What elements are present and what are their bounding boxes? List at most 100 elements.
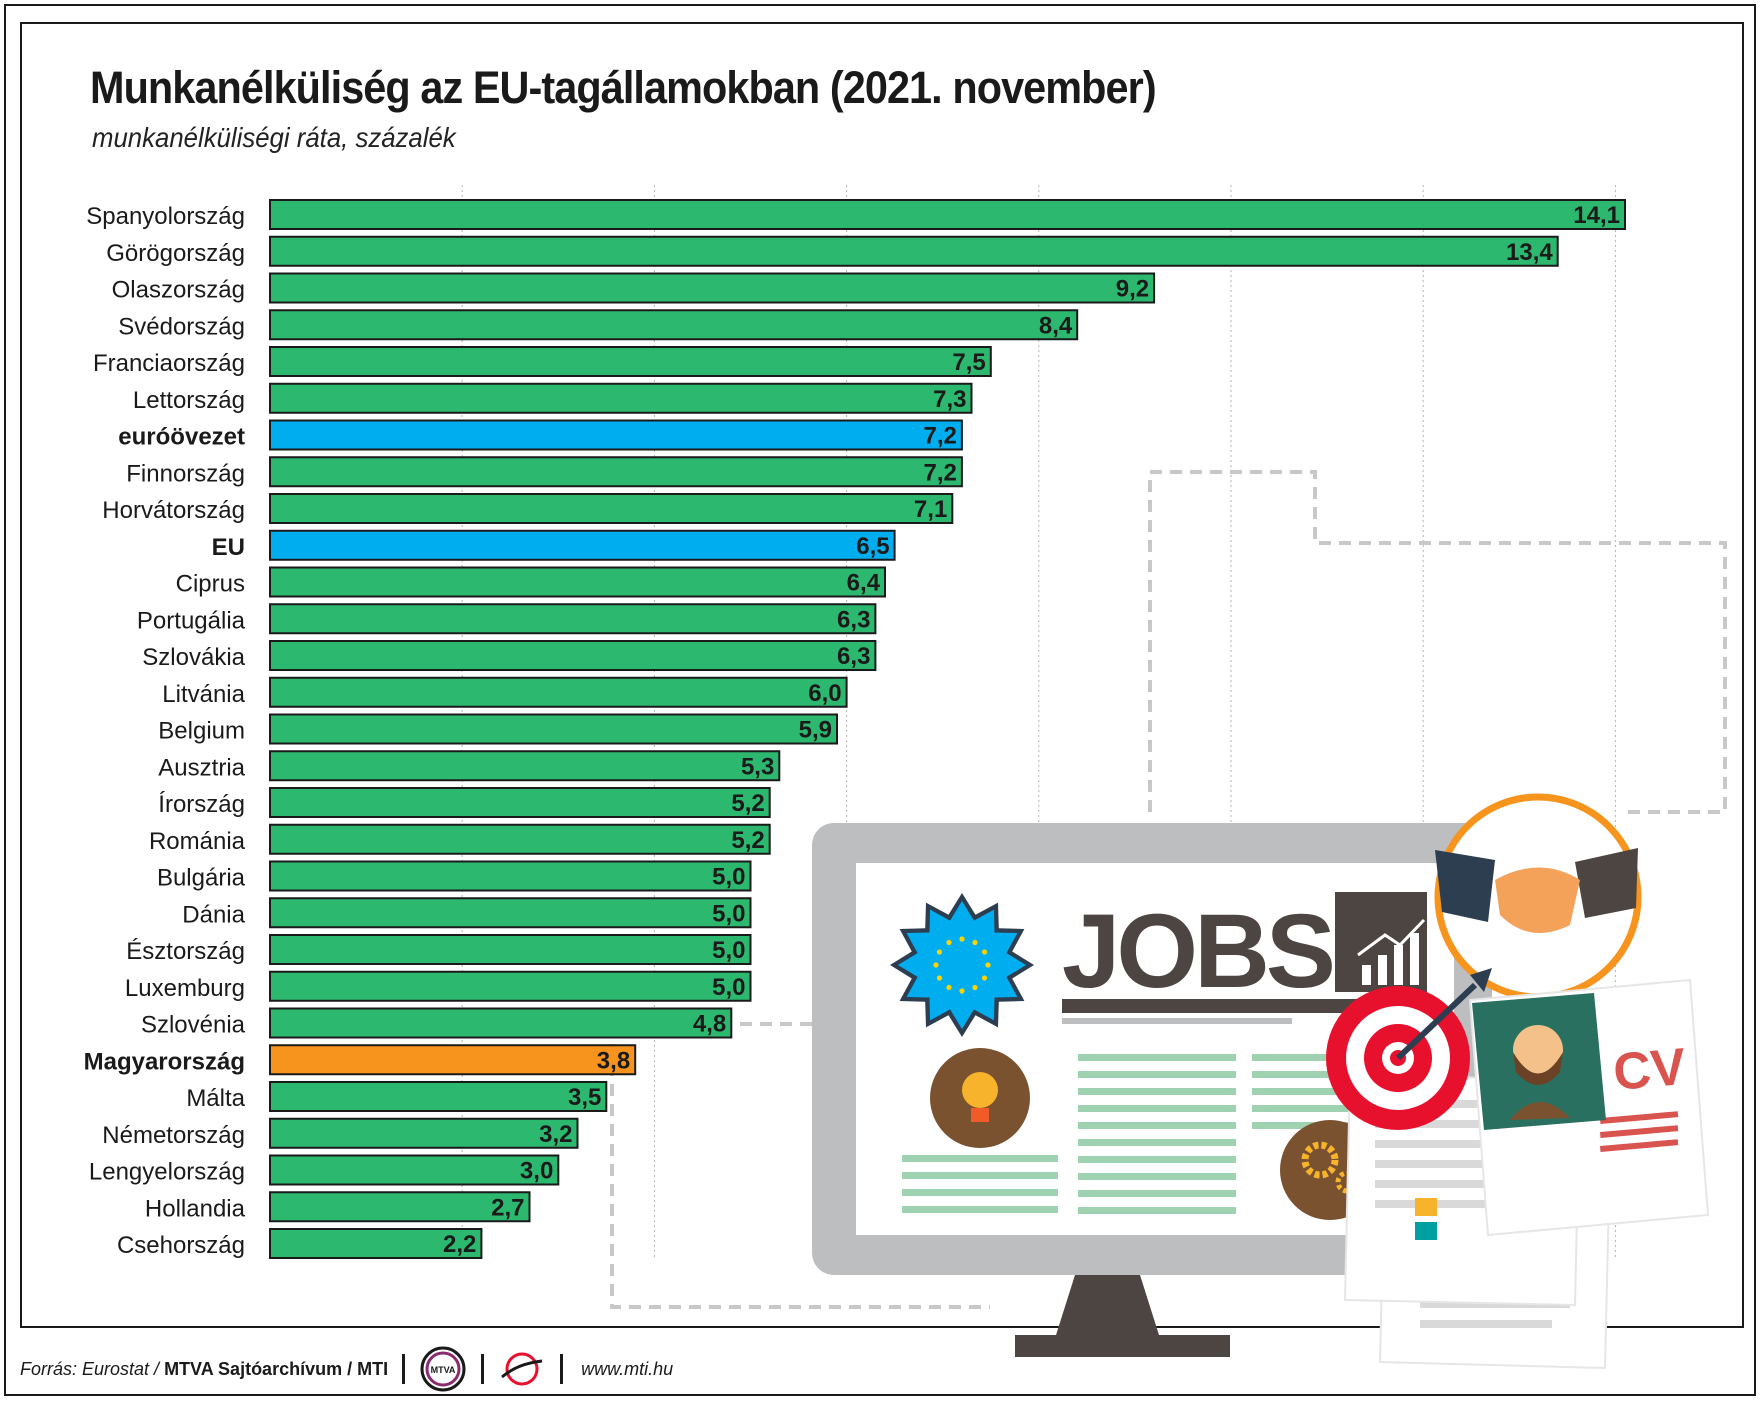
cv-badge xyxy=(1415,1222,1437,1240)
category-label: euróövezet xyxy=(118,424,245,451)
data-label: 9,2 xyxy=(1116,276,1149,303)
data-label: 6,4 xyxy=(847,570,881,597)
category-label: Ausztria xyxy=(158,754,245,781)
jobs-underline xyxy=(1062,999,1422,1013)
text-line xyxy=(1078,1139,1236,1146)
footer-url: www.mti.hu xyxy=(581,1358,674,1379)
text-line xyxy=(1078,1190,1236,1197)
text-line xyxy=(902,1155,1058,1162)
cv-line xyxy=(1375,1160,1505,1168)
eu-star xyxy=(959,936,965,942)
eu-star xyxy=(972,984,978,991)
bar xyxy=(269,787,771,818)
category-label: Horvátország xyxy=(102,497,245,524)
category-label: Csehország xyxy=(117,1232,245,1259)
bars: 14,1 Spanyolország 13,4 Görögország 9,2 Olasz… xyxy=(84,199,1626,1259)
bar xyxy=(269,419,963,451)
text-line xyxy=(902,1172,1058,1179)
data-label: 5,2 xyxy=(731,827,764,854)
category-label: Belgium xyxy=(158,718,245,745)
eu-star xyxy=(936,975,943,981)
bar xyxy=(269,713,838,745)
data-label: 3,0 xyxy=(520,1158,553,1185)
bar xyxy=(269,860,752,892)
eu-star-badge-fill xyxy=(898,901,1026,1029)
bar xyxy=(269,346,992,377)
bar xyxy=(269,566,886,598)
data-label: 13,4 xyxy=(1506,239,1553,266)
data-label: 5,3 xyxy=(741,753,774,780)
data-label: 5,0 xyxy=(712,937,745,964)
bar xyxy=(269,235,1559,267)
text-line xyxy=(1078,1173,1236,1180)
eu-star xyxy=(946,939,952,946)
dashed-connector xyxy=(610,1022,990,1309)
bar xyxy=(269,640,877,671)
category-label: Lettország xyxy=(133,387,245,414)
lightbulb-glass xyxy=(962,1072,998,1108)
data-label: 7,5 xyxy=(952,349,985,376)
bar xyxy=(269,603,877,635)
bar xyxy=(269,1191,531,1223)
data-label: 5,0 xyxy=(712,974,745,1001)
bar xyxy=(269,493,954,524)
eu-star xyxy=(936,949,943,955)
chart-subtitle: munkanélküliségi ráta, százalék xyxy=(92,122,456,153)
data-label: 5,0 xyxy=(712,864,745,891)
footer-archive: MTVA Sajtóarchívum / MTI xyxy=(164,1358,389,1379)
mti-logo-icon xyxy=(501,1352,543,1386)
text-line xyxy=(1252,1054,1352,1061)
data-label: 8,4 xyxy=(1039,312,1073,339)
data-label: 7,2 xyxy=(924,459,957,486)
data-label: 5,2 xyxy=(731,790,764,817)
text-line xyxy=(1078,1054,1236,1061)
gear xyxy=(1301,1141,1339,1179)
data-label: 3,8 xyxy=(597,1047,630,1074)
dashed-connector xyxy=(1148,470,1727,814)
bar xyxy=(269,456,963,488)
cv-label: CV xyxy=(1611,1038,1688,1102)
category-label: Dánia xyxy=(182,901,245,928)
category-label: Spanyolország xyxy=(86,203,245,230)
data-label: 3,2 xyxy=(539,1121,572,1148)
text-line xyxy=(902,1206,1058,1213)
bar xyxy=(269,309,1079,341)
chart-frame xyxy=(20,22,1744,1328)
category-label: Észtország xyxy=(126,938,245,965)
category-label: Románia xyxy=(149,828,246,855)
text-line xyxy=(1078,1122,1236,1129)
footer-source: Forrás: Eurostat / xyxy=(20,1358,160,1379)
category-label: Finnország xyxy=(126,460,245,487)
category-label: Írország xyxy=(158,791,245,818)
text-line xyxy=(1252,1105,1352,1112)
category-label: Svédország xyxy=(118,313,245,340)
data-label: 6,3 xyxy=(837,606,870,633)
bar xyxy=(269,1117,579,1149)
category-label: EU xyxy=(212,534,245,561)
category-label: Luxemburg xyxy=(125,975,245,1002)
cv-badge xyxy=(1415,1198,1437,1216)
eu-star xyxy=(959,988,965,994)
chart-title: Munkanélküliség az EU-tagállamokban (202… xyxy=(90,62,1157,113)
cv-line xyxy=(1375,1120,1505,1128)
data-label: 7,3 xyxy=(933,386,966,413)
bar xyxy=(269,1081,608,1112)
text-line xyxy=(1252,1122,1352,1129)
cv-line xyxy=(1420,1320,1552,1328)
bar xyxy=(269,897,752,929)
avatar-beard xyxy=(1513,1052,1563,1085)
text-line xyxy=(1078,1105,1236,1112)
category-label: Németország xyxy=(102,1122,245,1149)
mtva-logo-icon: MTVA xyxy=(420,1346,466,1392)
growth-bar xyxy=(1410,933,1419,985)
data-label: 7,1 xyxy=(914,496,947,523)
eu-star xyxy=(981,975,988,981)
lightbulb-base xyxy=(971,1108,989,1122)
data-label: 5,9 xyxy=(799,717,832,744)
arrow-shaft xyxy=(1395,982,1478,1061)
category-label: Litvánia xyxy=(162,681,245,708)
arrow-fletching xyxy=(1470,968,1492,992)
data-label: 7,2 xyxy=(924,423,957,450)
category-label: Portugália xyxy=(137,607,246,634)
